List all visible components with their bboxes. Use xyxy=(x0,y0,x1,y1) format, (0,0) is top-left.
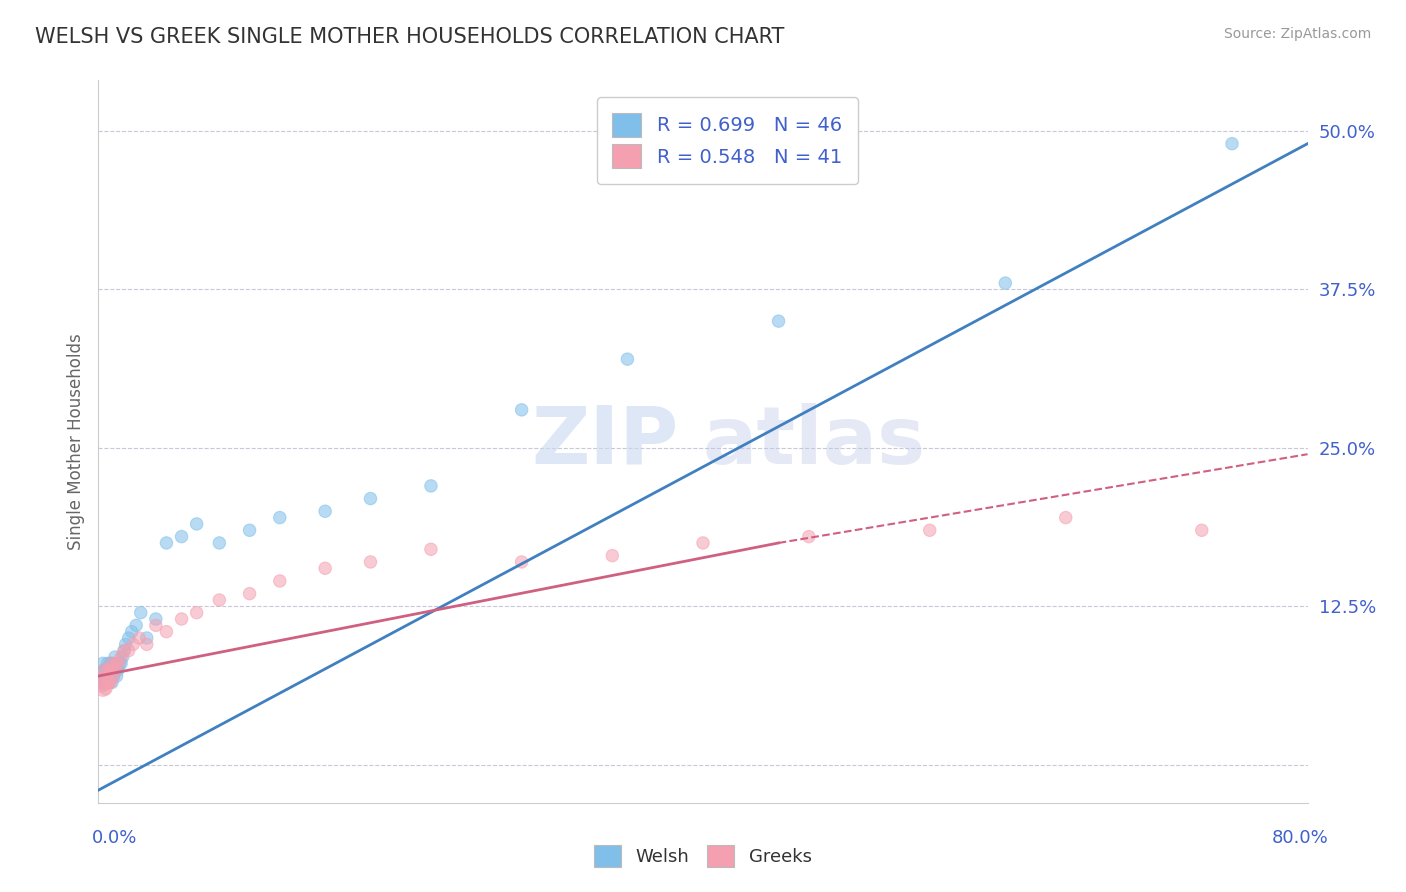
Legend: Welsh, Greeks: Welsh, Greeks xyxy=(586,838,820,874)
Point xyxy=(135,637,157,651)
Legend: R = 0.699   N = 46, R = 0.548   N = 41: R = 0.699 N = 46, R = 0.548 N = 41 xyxy=(596,97,858,184)
Point xyxy=(208,536,231,550)
Point xyxy=(94,669,117,683)
Point xyxy=(103,669,125,683)
Point xyxy=(155,536,177,550)
Point xyxy=(90,675,112,690)
Point xyxy=(104,663,127,677)
Point xyxy=(170,612,193,626)
Point xyxy=(616,352,638,367)
Point xyxy=(93,663,115,677)
Point xyxy=(111,650,134,665)
Point xyxy=(103,663,125,677)
Point xyxy=(107,657,129,671)
Point xyxy=(112,643,135,657)
Point xyxy=(93,663,115,677)
Point xyxy=(129,606,152,620)
Point xyxy=(104,650,127,665)
Point xyxy=(98,675,121,690)
Point xyxy=(121,624,143,639)
Text: atlas: atlas xyxy=(703,402,927,481)
Text: ZIP: ZIP xyxy=(531,402,679,481)
Point xyxy=(510,555,533,569)
Point xyxy=(269,574,291,588)
Point xyxy=(114,637,136,651)
Point xyxy=(122,637,145,651)
Point xyxy=(100,675,122,690)
Point xyxy=(91,681,114,696)
Point xyxy=(104,663,127,677)
Point xyxy=(101,675,124,690)
Point xyxy=(91,657,114,671)
Point xyxy=(94,663,117,677)
Point xyxy=(692,536,714,550)
Point xyxy=(510,402,533,417)
Point xyxy=(186,516,208,531)
Point xyxy=(94,675,117,690)
Point xyxy=(93,669,115,683)
Point xyxy=(107,663,129,677)
Point xyxy=(768,314,790,328)
Point xyxy=(239,587,262,601)
Point xyxy=(360,491,382,506)
Point xyxy=(145,618,167,632)
Point xyxy=(118,631,141,645)
Point xyxy=(98,675,121,690)
Text: WELSH VS GREEK SINGLE MOTHER HOUSEHOLDS CORRELATION CHART: WELSH VS GREEK SINGLE MOTHER HOUSEHOLDS … xyxy=(35,27,785,46)
Point xyxy=(105,669,128,683)
Text: 80.0%: 80.0% xyxy=(1272,829,1329,847)
Point xyxy=(101,663,124,677)
Point xyxy=(135,631,157,645)
Point xyxy=(94,681,117,696)
Point xyxy=(103,669,125,683)
Point xyxy=(100,663,122,677)
Point xyxy=(105,657,128,671)
Point xyxy=(420,542,443,557)
Point xyxy=(208,593,231,607)
Point xyxy=(314,504,336,518)
Point xyxy=(100,669,122,683)
Point xyxy=(797,530,820,544)
Point xyxy=(186,606,208,620)
Point xyxy=(101,657,124,671)
Point xyxy=(155,624,177,639)
Point xyxy=(91,675,114,690)
Point xyxy=(100,657,122,671)
Point xyxy=(918,523,941,537)
Point xyxy=(112,643,135,657)
Point xyxy=(420,479,443,493)
Point xyxy=(602,549,624,563)
Point xyxy=(101,657,124,671)
Text: 0.0%: 0.0% xyxy=(91,829,136,847)
Point xyxy=(145,612,167,626)
Point xyxy=(1054,510,1077,524)
Point xyxy=(90,669,112,683)
Point xyxy=(98,669,121,683)
Point xyxy=(128,631,150,645)
Point xyxy=(96,669,118,683)
Point xyxy=(170,530,193,544)
Point xyxy=(93,675,115,690)
Point xyxy=(96,675,118,690)
Point xyxy=(108,657,131,671)
Point xyxy=(1220,136,1243,151)
Point xyxy=(110,657,132,671)
Point xyxy=(314,561,336,575)
Text: Source: ZipAtlas.com: Source: ZipAtlas.com xyxy=(1223,27,1371,41)
Point xyxy=(239,523,262,537)
Point xyxy=(994,276,1017,290)
Point xyxy=(360,555,382,569)
Point xyxy=(125,618,148,632)
Point xyxy=(118,643,141,657)
Point xyxy=(98,663,121,677)
Point xyxy=(96,663,118,677)
Y-axis label: Single Mother Households: Single Mother Households xyxy=(66,334,84,549)
Point xyxy=(1191,523,1213,537)
Point xyxy=(269,510,291,524)
Point xyxy=(96,657,118,671)
Point xyxy=(110,650,132,665)
